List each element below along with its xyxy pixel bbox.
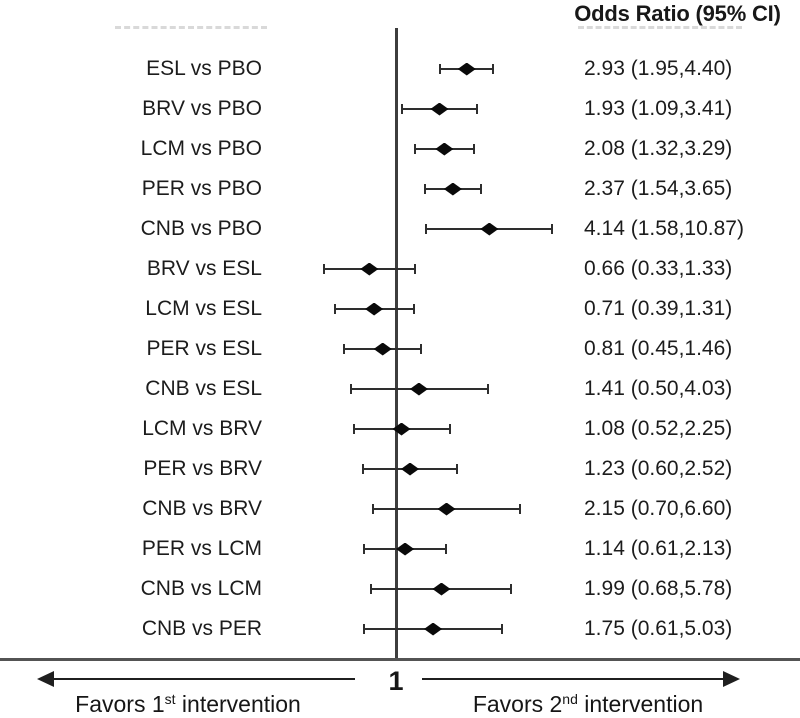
point-estimate-diamond [430,102,449,116]
left-arrowhead-icon [37,671,54,687]
comparison-label: LCM vs PBO [140,137,262,160]
odds-ratio-value: 1.93 (1.09,3.41) [584,97,733,120]
point-estimate-diamond [392,422,411,436]
favors-second-intervention-label: Favors 2nd intervention [428,691,748,718]
point-estimate-diamond [437,502,456,516]
odds-ratio-value: 2.37 (1.54,3.65) [584,177,733,200]
redaction-artifact-right [578,26,742,29]
ci-lower-cap [333,304,336,314]
ci-upper-cap [448,424,451,434]
ci-upper-cap [444,544,447,554]
ci-lower-cap [370,584,373,594]
ci-upper-cap [475,104,478,114]
comparison-label: PER vs BRV [143,457,262,480]
ci-upper-cap [420,344,423,354]
point-estimate-diamond [360,262,379,276]
ci-lower-cap [413,144,416,154]
point-estimate-diamond [396,542,415,556]
point-estimate-diamond [365,302,384,316]
null-reference-line [395,28,398,660]
ci-upper-cap [510,584,513,594]
ci-lower-cap [363,624,366,634]
right-arrowhead-icon [723,671,740,687]
redaction-artifact-left [115,26,267,29]
ci-lower-cap [352,424,355,434]
odds-ratio-value: 1.23 (0.60,2.52) [584,457,733,480]
odds-ratio-value: 1.41 (0.50,4.03) [584,377,733,400]
odds-ratio-value: 1.75 (0.61,5.03) [584,617,733,640]
favors-left-ordinal: st [164,691,176,707]
comparison-label: PER vs PBO [141,177,262,200]
comparison-label: LCM vs BRV [142,417,262,440]
odds-ratio-value: 1.08 (0.52,2.25) [584,417,733,440]
null-tick-label: 1 [388,666,404,696]
comparison-label: LCM vs ESL [145,297,262,320]
point-estimate-diamond [443,182,462,196]
point-estimate-diamond [401,462,420,476]
ci-lower-cap [362,464,365,474]
ci-lower-cap [363,544,366,554]
point-estimate-diamond [432,582,451,596]
ci-upper-cap [480,184,483,194]
odds-ratio-value: 0.81 (0.45,1.46) [584,337,733,360]
ci-upper-cap [551,224,554,234]
ci-lower-cap [350,384,353,394]
ci-upper-cap [413,304,416,314]
ci-lower-cap [343,344,346,354]
odds-ratio-value: 2.08 (1.32,3.29) [584,137,733,160]
favors-right-arrow [422,678,724,680]
odds-ratio-value: 4.14 (1.58,10.87) [584,217,744,240]
ci-upper-cap [492,64,495,74]
odds-ratio-value: 1.14 (0.61,2.13) [584,537,733,560]
favors-first-intervention-label: Favors 1st intervention [28,691,348,718]
comparison-label: PER vs ESL [146,337,262,360]
ci-lower-cap [439,64,442,74]
point-estimate-diamond [457,62,476,76]
point-estimate-diamond [409,382,428,396]
ci-lower-cap [372,504,375,514]
odds-ratio-value: 0.71 (0.39,1.31) [584,297,733,320]
chart-title: Odds Ratio (95% CI) [574,1,781,26]
point-estimate-diamond [424,622,443,636]
point-estimate-diamond [435,142,454,156]
comparison-label: PER vs LCM [141,537,262,560]
favors-left-text: Favors 1 [75,691,165,717]
comparison-label: CNB vs ESL [145,377,262,400]
favors-left-arrow [50,678,355,680]
ci-upper-cap [455,464,458,474]
ci-lower-cap [401,104,404,114]
favors-right-text: Favors 2 [472,691,563,717]
ci-lower-cap [423,184,426,194]
ci-lower-cap [425,224,428,234]
odds-ratio-value: 0.66 (0.33,1.33) [584,257,733,280]
ci-upper-cap [414,264,417,274]
favors-left-text-tail: intervention [175,691,301,717]
ci-upper-cap [473,144,476,154]
point-estimate-diamond [480,222,499,236]
comparison-label: ESL vs PBO [146,57,262,80]
comparison-label: BRV vs PBO [142,97,262,120]
ci-lower-cap [323,264,326,274]
comparison-label: BRV vs ESL [146,257,262,280]
comparison-label: CNB vs PER [141,617,262,640]
favors-right-text-tail: intervention [577,691,704,717]
comparison-label: CNB vs LCM [140,577,262,600]
ci-upper-cap [518,504,521,514]
point-estimate-diamond [373,342,392,356]
odds-ratio-value: 2.15 (0.70,6.60) [584,497,733,520]
odds-ratio-value: 1.99 (0.68,5.78) [584,577,733,600]
favors-right-ordinal: nd [562,691,578,707]
comparison-label: CNB vs BRV [142,497,262,520]
x-axis-line [0,658,800,661]
ci-upper-cap [486,384,489,394]
comparison-label: CNB vs PBO [140,217,262,240]
odds-ratio-value: 2.93 (1.95,4.40) [584,57,733,80]
ci-upper-cap [501,624,504,634]
